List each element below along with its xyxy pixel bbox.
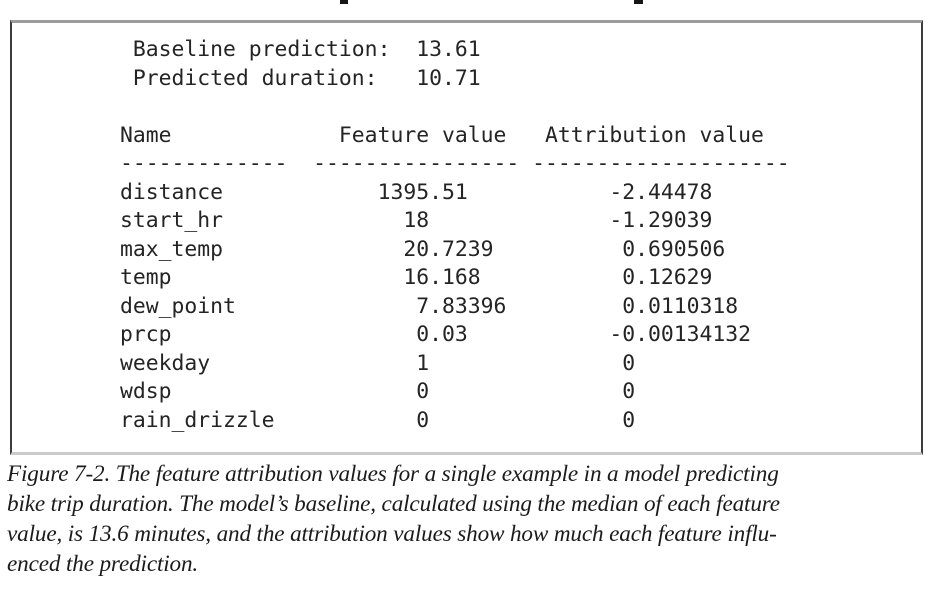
caption-line-4: enced the prediction. <box>7 551 199 577</box>
caption-line-2: bike trip duration. The model’s baseline… <box>7 491 780 517</box>
model-output-text: Baseline prediction: 13.61 Predicted dur… <box>120 37 790 433</box>
figure-caption: Figure 7-2. The feature attribution valu… <box>7 459 925 579</box>
cropped-text-fragment <box>634 0 643 4</box>
figure-output-frame: Baseline prediction: 13.61 Predicted dur… <box>10 20 923 455</box>
caption-line-1: Figure 7-2. The feature attribution valu… <box>7 461 779 487</box>
caption-line-3: value, is 13.6 minutes, and the attribut… <box>7 521 777 547</box>
cropped-text-fragment <box>340 0 348 4</box>
